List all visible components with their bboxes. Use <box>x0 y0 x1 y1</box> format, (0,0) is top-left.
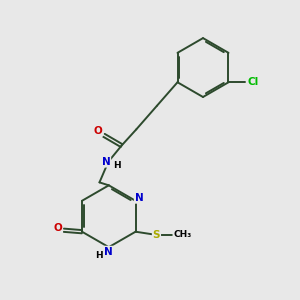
Text: H: H <box>95 251 103 260</box>
Text: N: N <box>102 157 110 167</box>
Text: O: O <box>94 126 102 136</box>
Text: N: N <box>135 193 143 203</box>
Text: Cl: Cl <box>247 77 259 87</box>
Text: S: S <box>153 230 160 240</box>
Text: O: O <box>53 223 62 233</box>
Text: CH₃: CH₃ <box>173 230 191 239</box>
Text: H: H <box>113 161 120 170</box>
Text: N: N <box>104 247 113 256</box>
